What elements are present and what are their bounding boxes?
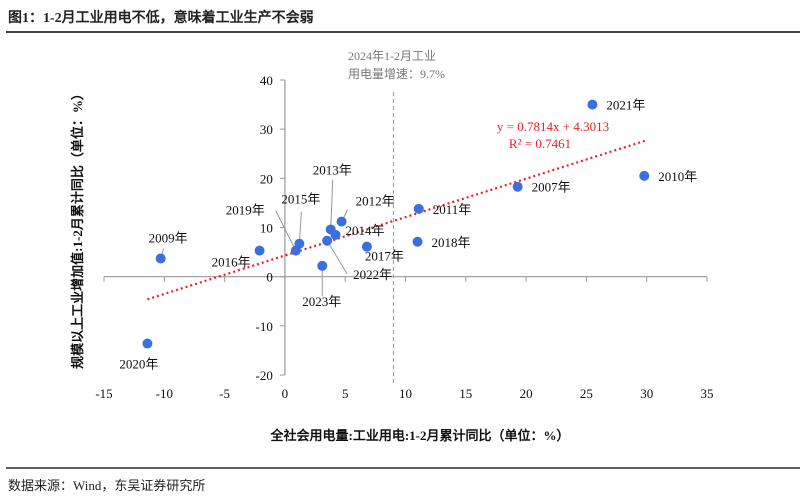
data-point — [155, 253, 166, 264]
data-point — [330, 229, 341, 240]
data-label: 2012年 — [356, 194, 395, 209]
reference-label-2: 用电量增速：9.7% — [348, 67, 445, 81]
axes: -15 -10 -5 0 5 10 15 20 25 30 35 -20 -10 0 10 20 30 40 — [95, 73, 713, 401]
data-label: 2019年 — [226, 203, 265, 218]
x-tick-label: 25 — [580, 386, 593, 401]
data-label: 2023年 — [302, 294, 341, 309]
y-tick-label: -10 — [256, 319, 273, 334]
data-label: 2022年 — [353, 267, 392, 282]
data-label: 2017年 — [365, 249, 404, 264]
leader-line — [275, 210, 297, 251]
data-point — [290, 245, 301, 256]
x-tick-label: 5 — [342, 386, 349, 401]
x-tick-label: 30 — [640, 386, 653, 401]
data-point — [317, 260, 328, 271]
x-tick-label: 20 — [520, 386, 533, 401]
source-note: 数据来源：Wind，东吴证券研究所 — [8, 478, 205, 493]
y-tick-label: 40 — [260, 73, 273, 88]
x-tick-label: 0 — [282, 386, 289, 401]
data-label: 2013年 — [313, 162, 352, 177]
x-tick-label: 35 — [701, 386, 714, 401]
trend-r2: R² = 0.7461 — [509, 136, 571, 151]
y-tick-label: 20 — [260, 171, 273, 186]
y-tick-label: 0 — [266, 270, 273, 285]
data-label: 2009年 — [149, 230, 188, 245]
marks: 2021年 2010年 2007年 2011年 2018年 2017年 2012年 2013年… — [119, 92, 697, 385]
trendline — [147, 139, 648, 301]
figure-title: 图1：1-2月工业用电不低，意味着工业生产不会弱 — [8, 9, 314, 26]
leader-line — [326, 240, 348, 275]
data-label: 2018年 — [432, 235, 471, 250]
x-tick-label: 10 — [399, 386, 412, 401]
trend-equation: y = 0.7814x + 4.3013 — [497, 119, 609, 134]
data-label: 2015年 — [281, 192, 320, 207]
data-label: 2014年 — [346, 223, 385, 238]
data-point — [512, 181, 523, 192]
data-label: 2020年 — [119, 357, 158, 372]
leader-line — [330, 179, 334, 230]
data-point — [142, 338, 153, 349]
data-point — [322, 235, 333, 246]
y-tick-label: 30 — [260, 122, 273, 137]
x-tick-label: 15 — [459, 386, 472, 401]
y-tick-label: 10 — [260, 221, 273, 236]
data-point — [639, 170, 650, 181]
data-point — [254, 245, 265, 256]
data-point — [412, 236, 423, 247]
y-tick-label: -20 — [256, 368, 273, 383]
data-point — [361, 241, 372, 252]
data-point — [336, 216, 347, 227]
leader-line — [298, 211, 302, 244]
x-tick-label: -5 — [219, 386, 230, 401]
data-label: 2016年 — [212, 255, 251, 270]
data-label: 2021年 — [606, 98, 645, 113]
data-point — [413, 203, 424, 214]
x-tick-label: -10 — [156, 386, 173, 401]
data-point — [587, 99, 598, 110]
data-label: 2007年 — [532, 180, 571, 195]
x-tick-label: -15 — [95, 386, 112, 401]
y-axis-label: 规模以上工业增加值:1-2月累计同比（单位：%） — [70, 87, 85, 369]
data-label: 2010年 — [658, 169, 697, 184]
reference-label-1: 2024年1-2月工业 — [348, 49, 436, 63]
x-axis-label: 全社会用电量:工业用电:1-2月累计同比（单位：%） — [270, 428, 570, 443]
data-label: 2011年 — [433, 202, 472, 217]
